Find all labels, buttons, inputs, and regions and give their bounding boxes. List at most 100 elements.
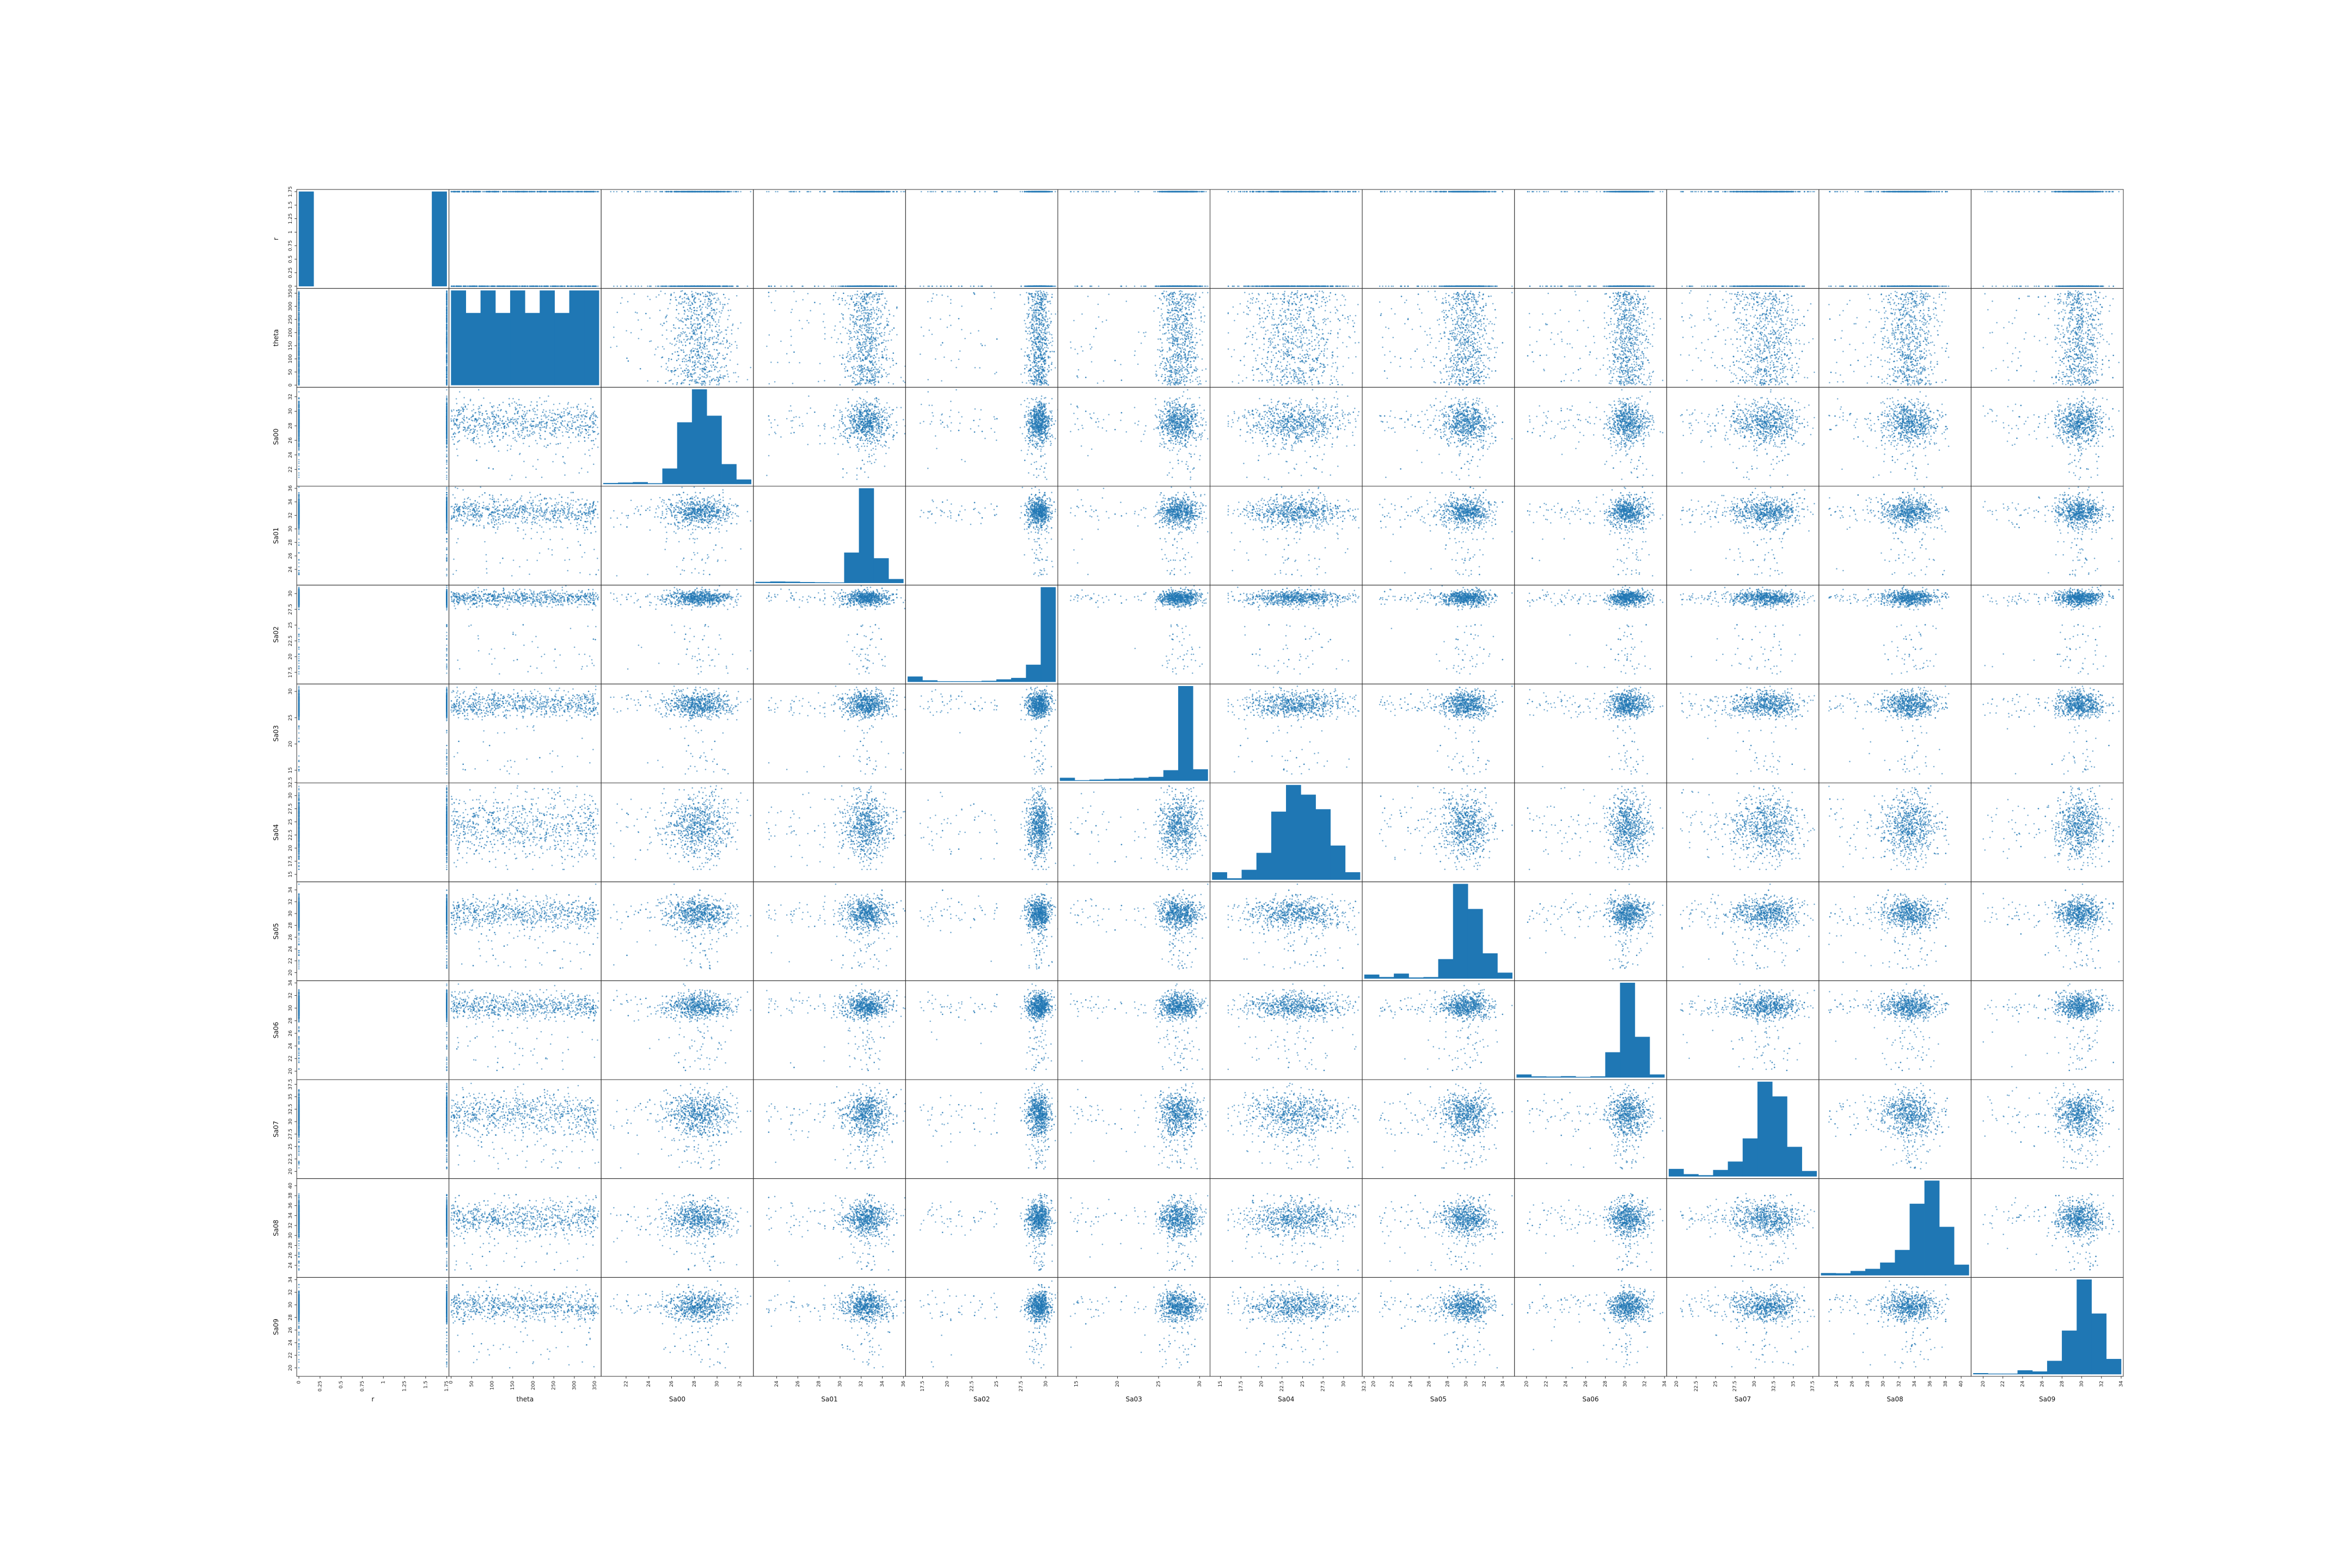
scatter-point bbox=[1031, 191, 1033, 193]
scatter-point bbox=[529, 191, 531, 193]
scatter-point bbox=[573, 285, 574, 287]
scatter-point bbox=[876, 191, 878, 193]
scatter-point bbox=[1070, 191, 1071, 193]
scatter-point bbox=[553, 285, 555, 287]
scatter-point bbox=[961, 285, 963, 287]
scatter-point bbox=[1027, 191, 1028, 193]
scatter-point bbox=[574, 285, 576, 287]
scatter-point bbox=[685, 285, 687, 287]
scatter-point bbox=[1187, 191, 1189, 193]
scatter-point bbox=[889, 285, 891, 287]
scatter-point bbox=[512, 191, 514, 193]
scatter-point bbox=[978, 285, 979, 287]
scatter-point bbox=[473, 191, 474, 193]
scatter-point bbox=[840, 191, 841, 193]
scatter-point bbox=[844, 285, 846, 287]
scatter-point bbox=[777, 191, 779, 193]
scatter-point bbox=[996, 191, 998, 193]
scatter-point bbox=[921, 191, 922, 193]
scatter-point bbox=[889, 191, 890, 193]
scatter-point bbox=[1228, 285, 1229, 287]
scatter-point bbox=[730, 285, 731, 287]
scatter-point bbox=[1153, 191, 1155, 193]
scatter-point bbox=[1205, 285, 1207, 287]
scatter-point bbox=[864, 191, 866, 193]
scatter-point bbox=[1352, 285, 1353, 287]
scatter-point bbox=[1234, 191, 1235, 193]
scatter-point bbox=[1180, 285, 1181, 287]
scatter-point bbox=[483, 285, 485, 287]
scatter-point bbox=[1169, 285, 1171, 287]
scatter-point bbox=[554, 191, 556, 193]
scatter-point bbox=[665, 191, 667, 193]
scatter-point bbox=[737, 285, 739, 287]
scatter-point bbox=[638, 191, 640, 193]
scatter-point bbox=[720, 191, 722, 193]
scatter-point bbox=[1159, 191, 1161, 193]
scatter-point bbox=[456, 285, 458, 287]
scatter-point bbox=[544, 285, 546, 287]
scatter-point bbox=[569, 285, 571, 287]
hist-bar bbox=[299, 192, 314, 286]
scatter-point bbox=[497, 191, 498, 193]
scatter-point bbox=[1172, 285, 1174, 287]
scatter-point bbox=[641, 285, 642, 287]
scatter-point bbox=[466, 191, 468, 193]
scatter-point bbox=[674, 285, 676, 287]
scatter-point bbox=[1183, 285, 1185, 287]
scatter-point bbox=[464, 285, 465, 287]
scatter-point bbox=[835, 285, 837, 287]
scatter-point bbox=[688, 285, 689, 287]
scatter-point bbox=[584, 191, 586, 193]
scatter-point bbox=[842, 191, 843, 193]
scatter-point bbox=[539, 285, 541, 287]
scatter-point bbox=[904, 191, 906, 193]
scatter-point bbox=[655, 285, 657, 287]
scatter-point bbox=[1055, 285, 1057, 287]
scatter-point bbox=[768, 191, 770, 193]
scatter-point bbox=[681, 191, 682, 193]
scatter-point bbox=[517, 285, 518, 287]
scatter-point bbox=[824, 191, 825, 193]
scatter-point bbox=[1074, 285, 1076, 287]
scatter-point bbox=[718, 285, 720, 287]
scatter-point bbox=[994, 191, 995, 193]
scatter-point bbox=[786, 285, 788, 287]
scatter-point bbox=[499, 285, 501, 287]
scatter-point bbox=[1177, 285, 1179, 287]
scatter-point bbox=[729, 191, 731, 193]
scatter-point bbox=[546, 191, 547, 193]
scatter-point bbox=[519, 285, 520, 287]
scatter-point bbox=[660, 285, 662, 287]
scatter-point bbox=[768, 285, 770, 287]
scatter-point bbox=[819, 191, 821, 193]
scatter-point bbox=[621, 191, 623, 193]
scatter-point bbox=[531, 191, 532, 193]
scatter-point bbox=[504, 191, 505, 193]
scatter-point bbox=[1022, 191, 1024, 193]
scatter-point bbox=[835, 191, 836, 193]
scatter-point bbox=[667, 285, 669, 287]
scatter-point bbox=[1028, 191, 1030, 193]
scatter-point bbox=[929, 191, 931, 193]
scatter-point bbox=[696, 191, 698, 193]
scatter-point bbox=[1246, 285, 1248, 287]
scatter-point bbox=[1192, 191, 1193, 193]
scatter-point bbox=[859, 285, 860, 287]
scatter-point bbox=[791, 191, 792, 193]
scatter-point bbox=[649, 285, 651, 287]
scatter-point bbox=[1073, 191, 1075, 193]
scatter-point bbox=[585, 285, 586, 287]
scatter-point bbox=[693, 191, 695, 193]
scatter-point bbox=[567, 285, 568, 287]
scatter-point bbox=[713, 285, 714, 287]
scatter-point bbox=[507, 191, 509, 193]
scatter-point bbox=[533, 285, 535, 287]
scatter-point bbox=[1055, 191, 1056, 193]
scatter-point bbox=[1185, 285, 1186, 287]
scatter-point bbox=[457, 191, 458, 193]
scatter-point bbox=[886, 285, 888, 287]
scatter-point bbox=[656, 191, 657, 193]
scatter-point bbox=[494, 191, 495, 193]
